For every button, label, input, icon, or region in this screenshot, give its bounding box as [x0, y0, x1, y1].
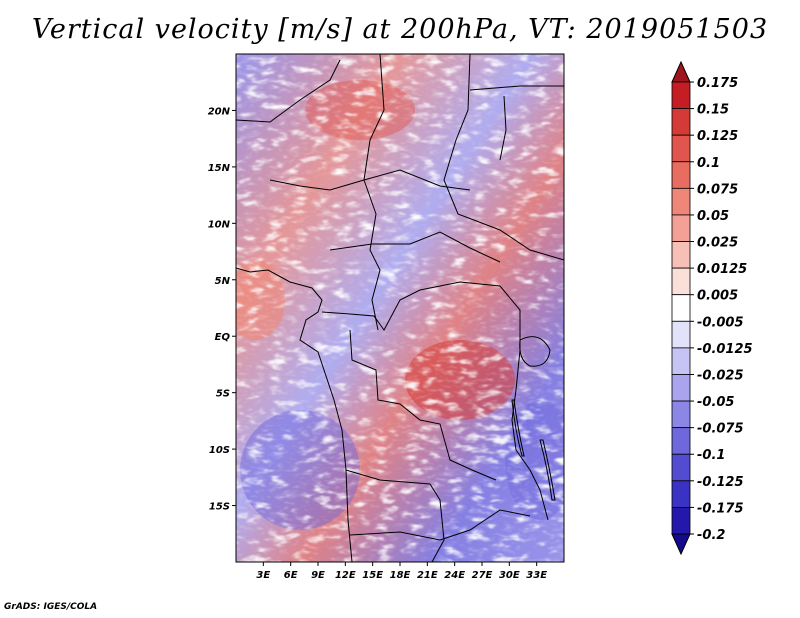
x-tick-label: 18E [390, 570, 411, 581]
y-tick-label: 10N [208, 219, 231, 230]
y-tick-label: 5S [216, 389, 230, 400]
border-northeast [469, 85, 564, 91]
chart-title: Vertical velocity [m/s] at 200hPa, VT: 2… [31, 14, 769, 45]
colorbar-label: -0.175 [697, 501, 744, 516]
border-great-lakes [511, 349, 549, 521]
x-tick-label: 33E [526, 570, 547, 581]
country-borders [236, 54, 564, 562]
colorbar-swatch [671, 108, 691, 136]
colorbar-label: 0.05 [697, 209, 729, 224]
colorbar-swatch [671, 427, 691, 455]
border-congo-south [349, 329, 497, 481]
colorbar-label: 0.15 [697, 103, 729, 118]
colorbar-swatch [671, 161, 691, 189]
colorbar-swatch [671, 241, 691, 269]
border-east-1 [443, 54, 564, 261]
colorbar-label: 0.005 [697, 289, 738, 304]
colorbar-swatch [671, 347, 691, 375]
colorbar-swatch [671, 507, 691, 535]
colorbar-swatch [671, 480, 691, 508]
x-axis: 3E 6E 9E 12E 15E 18E 21E 24E 27E 30E 33E [256, 562, 547, 581]
border-east-2 [499, 95, 507, 161]
y-tick-label: 15S [209, 502, 230, 513]
x-tick-label: 3E [256, 570, 270, 581]
x-tick-label: 9E [311, 570, 325, 581]
colorbar-label: 0.125 [697, 129, 738, 144]
colorbar-swatch [671, 267, 691, 296]
y-tick-label: 10S [209, 445, 230, 456]
colorbar-swatch [671, 294, 691, 322]
grads-credit: GrADS: IGES/COLA [4, 602, 98, 612]
x-tick-label: 6E [284, 570, 298, 581]
colorbar-label: -0.0125 [697, 342, 753, 357]
border-congo-north [321, 281, 521, 350]
coastline-west [236, 267, 353, 562]
colorbar-swatch [671, 453, 691, 482]
y-tick-label: 20N [208, 106, 231, 117]
colorbar-swatch [671, 320, 691, 349]
x-tick-label: 15E [362, 570, 383, 581]
y-tick-label: 5N [215, 276, 231, 287]
colorbar-label: 0.0125 [697, 262, 747, 277]
border-sahel [269, 169, 471, 191]
colorbar-extend-top [671, 60, 691, 83]
lake-victoria [519, 336, 551, 367]
lake-tanganyika [511, 399, 525, 457]
colorbar-swatch [671, 187, 691, 216]
x-tick-label: 27E [472, 570, 493, 581]
plot-area [235, 53, 565, 563]
colorbar-label: -0.005 [697, 315, 744, 330]
colorbar-label: -0.1 [697, 448, 725, 463]
colorbar-label: -0.05 [697, 395, 734, 410]
border-north-1 [236, 59, 341, 123]
colorbar-extend-bottom [671, 533, 691, 556]
x-tick-label: 21E [417, 570, 438, 581]
colorbar-swatch [671, 374, 691, 402]
colorbar-label: -0.2 [697, 528, 725, 543]
border-north-south [363, 54, 385, 331]
colorbar-swatch [671, 134, 691, 163]
colorbar-swatch [671, 400, 691, 429]
border-angola-east [345, 469, 445, 562]
x-tick-label: 12E [335, 570, 356, 581]
colorbar-label: 0.175 [697, 76, 738, 91]
colorbar-label: 0.075 [697, 182, 738, 197]
border-central [329, 231, 501, 263]
velocity-field [236, 54, 564, 562]
colorbar-swatch [671, 81, 691, 109]
x-tick-label: 30E [499, 570, 520, 581]
colorbar-label: 0.1 [697, 156, 720, 171]
colorbar-label: -0.025 [697, 368, 744, 383]
colorbar-label: -0.075 [697, 422, 744, 437]
colorbar-label: -0.125 [697, 475, 744, 490]
lake-malawi [539, 439, 556, 501]
field-texture [236, 54, 564, 562]
y-tick-label: 15N [208, 163, 231, 174]
colorbar: 0.175 0.15 0.125 0.1 0.075 0.05 0.025 0.0125 0.0… [671, 60, 753, 556]
y-axis: 20N 15N 10N 5N EQ 5S 10S 15S [208, 106, 236, 513]
x-tick-label: 24E [444, 570, 465, 581]
colorbar-label: 0.025 [697, 236, 738, 251]
colorbar-swatch [671, 214, 691, 242]
y-tick-label: EQ [215, 332, 231, 343]
border-zambia-south [349, 509, 531, 541]
